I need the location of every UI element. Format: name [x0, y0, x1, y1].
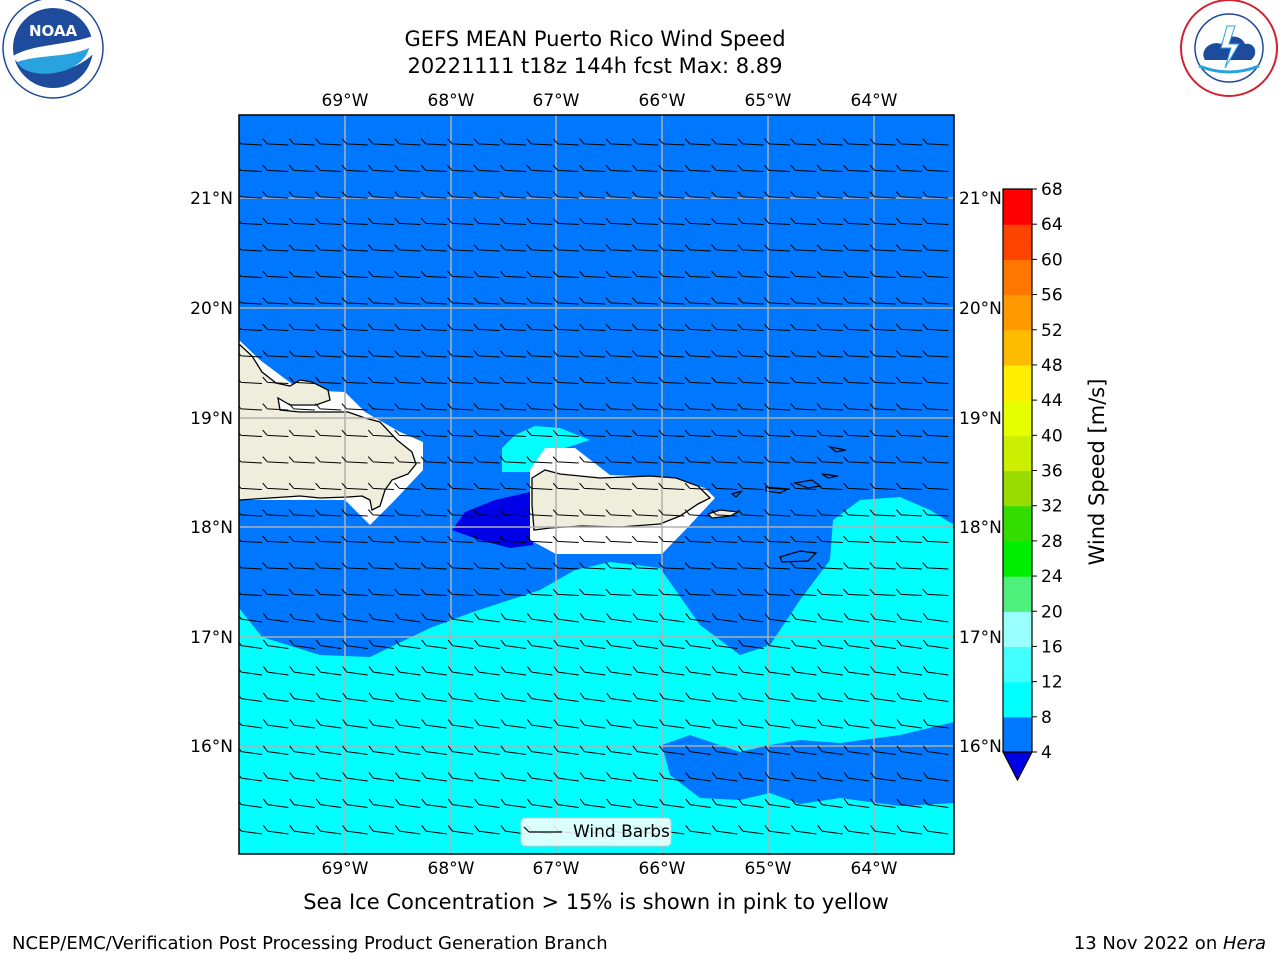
- lat-tick-label: 20°N: [190, 299, 233, 319]
- colorbar-segment: [1003, 716, 1032, 753]
- lon-tick-label: 64°W: [851, 859, 898, 879]
- colorbar-segment: [1003, 259, 1032, 296]
- noaa-logo-icon: NOAA: [2, 0, 104, 99]
- lon-tick-label: 67°W: [533, 91, 580, 111]
- wind-4-8-southeast-band: [662, 722, 954, 806]
- lat-tick-label: 17°N: [959, 628, 1002, 648]
- colorbar-tick-label: 36: [1041, 462, 1063, 482]
- colorbar-segment: [1003, 364, 1032, 401]
- credit-line: NCEP/EMC/Verification Post Processing Pr…: [12, 933, 608, 954]
- lon-tick-label: 65°W: [745, 859, 792, 879]
- legend-label: Wind Barbs: [573, 822, 670, 842]
- lon-ticks-top: 69°W 68°W 67°W 66°W 65°W 64°W: [322, 91, 898, 111]
- colorbar-tick-label: 48: [1041, 356, 1063, 376]
- colorbar-tick-label: 28: [1041, 532, 1063, 552]
- vieques-land: [706, 509, 741, 519]
- lon-tick-label: 64°W: [851, 91, 898, 111]
- date-stamp: 13 Nov 2022 on Hera: [1074, 933, 1266, 954]
- colorbar-tick-label: 16: [1041, 637, 1063, 657]
- colorbar-segment: [1003, 681, 1032, 718]
- lon-tick-label: 69°W: [322, 859, 369, 879]
- colorbar-tick-label: 32: [1041, 497, 1063, 517]
- colorbar-label: Wind Speed [m/s]: [1085, 378, 1109, 566]
- colorbar-tick-label: 44: [1041, 391, 1063, 411]
- lon-tick-label: 67°W: [533, 859, 580, 879]
- lat-tick-label: 19°N: [190, 409, 233, 429]
- lon-tick-label: 68°W: [428, 859, 475, 879]
- colorbar-segment: [1003, 224, 1032, 260]
- colorbar-tick-label: 60: [1041, 250, 1063, 270]
- plot-subtitle: 20221111 t18z 144h fcst Max: 8.89: [407, 54, 783, 78]
- machine-name: Hera: [1222, 933, 1266, 954]
- map-frame: [238, 114, 955, 855]
- colorbar-segment: [1003, 576, 1032, 612]
- lat-ticks-right: 21°N 20°N 19°N 18°N 17°N 16°N: [959, 189, 1002, 757]
- colorbar-tick-label: 64: [1041, 215, 1063, 235]
- colorbar-tick-label: 40: [1041, 426, 1063, 446]
- lon-tick-label: 66°W: [639, 91, 686, 111]
- lat-tick-label: 21°N: [959, 189, 1002, 209]
- lon-tick-label: 68°W: [428, 91, 475, 111]
- colorbar-segment: [1003, 189, 1032, 225]
- lat-tick-label: 20°N: [959, 299, 1002, 319]
- lat-tick-label: 19°N: [959, 409, 1002, 429]
- lat-ticks-left: 21°N 20°N 19°N 18°N 17°N 16°N: [190, 189, 233, 757]
- colorbar-min-arrow: [1002, 751, 1033, 782]
- colorbar-tick-label: 12: [1041, 673, 1063, 693]
- lon-ticks-bottom: 69°W 68°W 67°W 66°W 65°W 64°W: [322, 859, 898, 879]
- svg-text:NOAA: NOAA: [29, 22, 78, 40]
- colorbar-tick-label: 20: [1041, 602, 1063, 622]
- colorbar-segment: [1003, 646, 1032, 683]
- hispaniola-land: [239, 343, 417, 511]
- legend: Wind Barbs: [520, 817, 672, 847]
- sea-ice-caption: Sea Ice Concentration > 15% is shown in …: [303, 890, 889, 914]
- colorbar-tick-label: 8: [1041, 708, 1052, 728]
- date-text: 13 Nov 2022 on: [1073, 933, 1223, 954]
- lon-tick-label: 65°W: [745, 91, 792, 111]
- colorbar-segment: [1003, 400, 1032, 436]
- colorbar-tick-label: 4: [1041, 743, 1052, 763]
- colorbar-segment: [1003, 329, 1032, 366]
- colorbar: 68 64 60 56 52 48 44 40 36 32 28 24 20 16 12 8 4: [1002, 180, 1063, 782]
- colorbar-tick-label: 24: [1041, 567, 1063, 587]
- colorbar-tick-label: 56: [1041, 286, 1063, 306]
- lat-tick-label: 16°N: [959, 737, 1002, 757]
- colorbar-tick-label: 52: [1041, 321, 1063, 341]
- colorbar-segment: [1003, 294, 1032, 331]
- colorbar-segment: [1003, 470, 1032, 507]
- lat-tick-label: 18°N: [959, 518, 1002, 538]
- wind-below-4-patch: [452, 492, 533, 548]
- nws-logo-icon: [1180, 0, 1278, 97]
- colorbar-segment: [1003, 611, 1032, 648]
- plot-title: GEFS MEAN Puerto Rico Wind Speed: [404, 27, 786, 51]
- map-plot-area: [239, 115, 954, 854]
- lon-tick-label: 69°W: [322, 91, 369, 111]
- colorbar-segment: [1003, 435, 1032, 472]
- lat-tick-label: 21°N: [190, 189, 233, 209]
- lon-tick-label: 66°W: [639, 859, 686, 879]
- lat-tick-label: 18°N: [190, 518, 233, 538]
- colorbar-segment: [1003, 505, 1032, 542]
- colorbar-tick-label: 68: [1041, 180, 1063, 200]
- colorbar-segment: [1003, 540, 1032, 577]
- lat-tick-label: 16°N: [190, 737, 233, 757]
- lat-tick-label: 17°N: [190, 628, 233, 648]
